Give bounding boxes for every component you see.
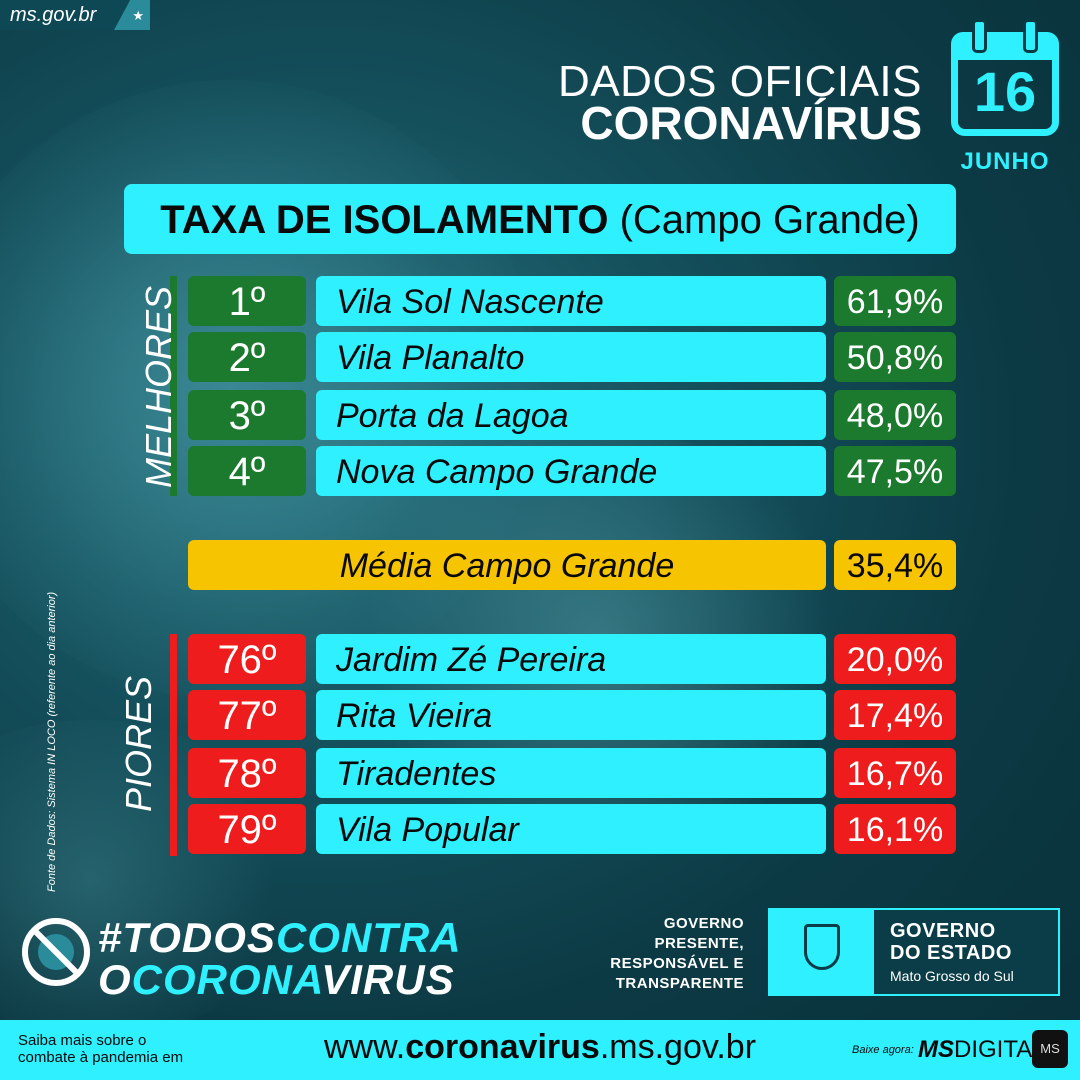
isolation-rate: 47,5%: [834, 446, 956, 496]
isolation-rate: 20,0%: [834, 634, 956, 684]
title-bold: TAXA DE ISOLAMENTO: [160, 198, 609, 242]
rank-badge: 79º: [188, 804, 306, 854]
gov-slogan: GOVERNO PRESENTE, RESPONSÁVEL E TRANSPAR…: [610, 915, 744, 992]
rank-badge: 1º: [188, 276, 306, 326]
neighborhood-name: Nova Campo Grande: [316, 446, 826, 496]
isolation-rate: 61,9%: [834, 276, 956, 326]
isolation-rate: 16,1%: [834, 804, 956, 854]
average-rate: 35,4%: [834, 540, 956, 590]
site-tab[interactable]: ms.gov.br ★: [0, 0, 150, 30]
footer: Saiba mais sobre o combate à pandemia em…: [0, 1020, 1080, 1080]
download-label: Baixe agora:: [852, 1044, 914, 1056]
rank-badge: 77º: [188, 690, 306, 740]
worst-bracket: [170, 634, 177, 856]
ms-digital-app-icon[interactable]: MS: [1032, 1030, 1068, 1068]
best-label: MELHORES: [138, 285, 179, 489]
neighborhood-name: Tiradentes: [316, 748, 826, 798]
footer-info: Saiba mais sobre o combate à pandemia em: [18, 1032, 184, 1066]
isolation-rate: 50,8%: [834, 332, 956, 382]
site-link[interactable]: ms.gov.br: [10, 4, 97, 26]
calendar-day: 16: [973, 60, 1037, 123]
hashtag-line1: #TODOSCONTRA: [98, 914, 462, 961]
rank-badge: 3º: [188, 390, 306, 440]
gov-logo-title: GOVERNO DO ESTADO: [890, 920, 1012, 964]
data-source-note: Fonte de Dados: Sistema IN LOCO (referen…: [46, 591, 58, 892]
isolation-rate: 16,7%: [834, 748, 956, 798]
best-bracket: [170, 276, 177, 496]
hashtag-line2: OCORONAVIRUS: [98, 956, 455, 1003]
star-icon: ★: [114, 0, 150, 30]
title-rest: (Campo Grande): [608, 198, 920, 242]
isolation-rate: 17,4%: [834, 690, 956, 740]
isolation-rate: 48,0%: [834, 390, 956, 440]
worst-label: PIORES: [118, 675, 159, 813]
rank-badge: 76º: [188, 634, 306, 684]
neighborhood-name: Jardim Zé Pereira: [316, 634, 826, 684]
rank-badge: 4º: [188, 446, 306, 496]
neighborhood-name: Porta da Lagoa: [316, 390, 826, 440]
footer-url[interactable]: www.coronavirus.ms.gov.br: [323, 1028, 757, 1066]
calendar-month: JUNHO: [960, 148, 1050, 175]
rank-badge: 78º: [188, 748, 306, 798]
header-line2: CORONAVÍRUS: [580, 97, 922, 149]
state-emblem-icon: [770, 910, 874, 994]
no-virus-icon: [22, 918, 90, 986]
neighborhood-name: Vila Popular: [316, 804, 826, 854]
gov-logo[interactable]: GOVERNO DO ESTADO Mato Grosso do Sul: [768, 908, 1060, 996]
neighborhood-name: Rita Vieira: [316, 690, 826, 740]
ms-digital-logo[interactable]: MSDIGITAL: [918, 1036, 1046, 1063]
calendar-icon: 16: [951, 19, 1059, 136]
gov-logo-subtitle: Mato Grosso do Sul: [890, 968, 1014, 984]
header-line1: DADOS OFICIAIS: [558, 57, 922, 106]
page-title: TAXA DE ISOLAMENTO (Campo Grande): [124, 184, 956, 254]
average-label: Média Campo Grande: [188, 540, 826, 590]
neighborhood-name: Vila Planalto: [316, 332, 826, 382]
rank-badge: 2º: [188, 332, 306, 382]
neighborhood-name: Vila Sol Nascente: [316, 276, 826, 326]
